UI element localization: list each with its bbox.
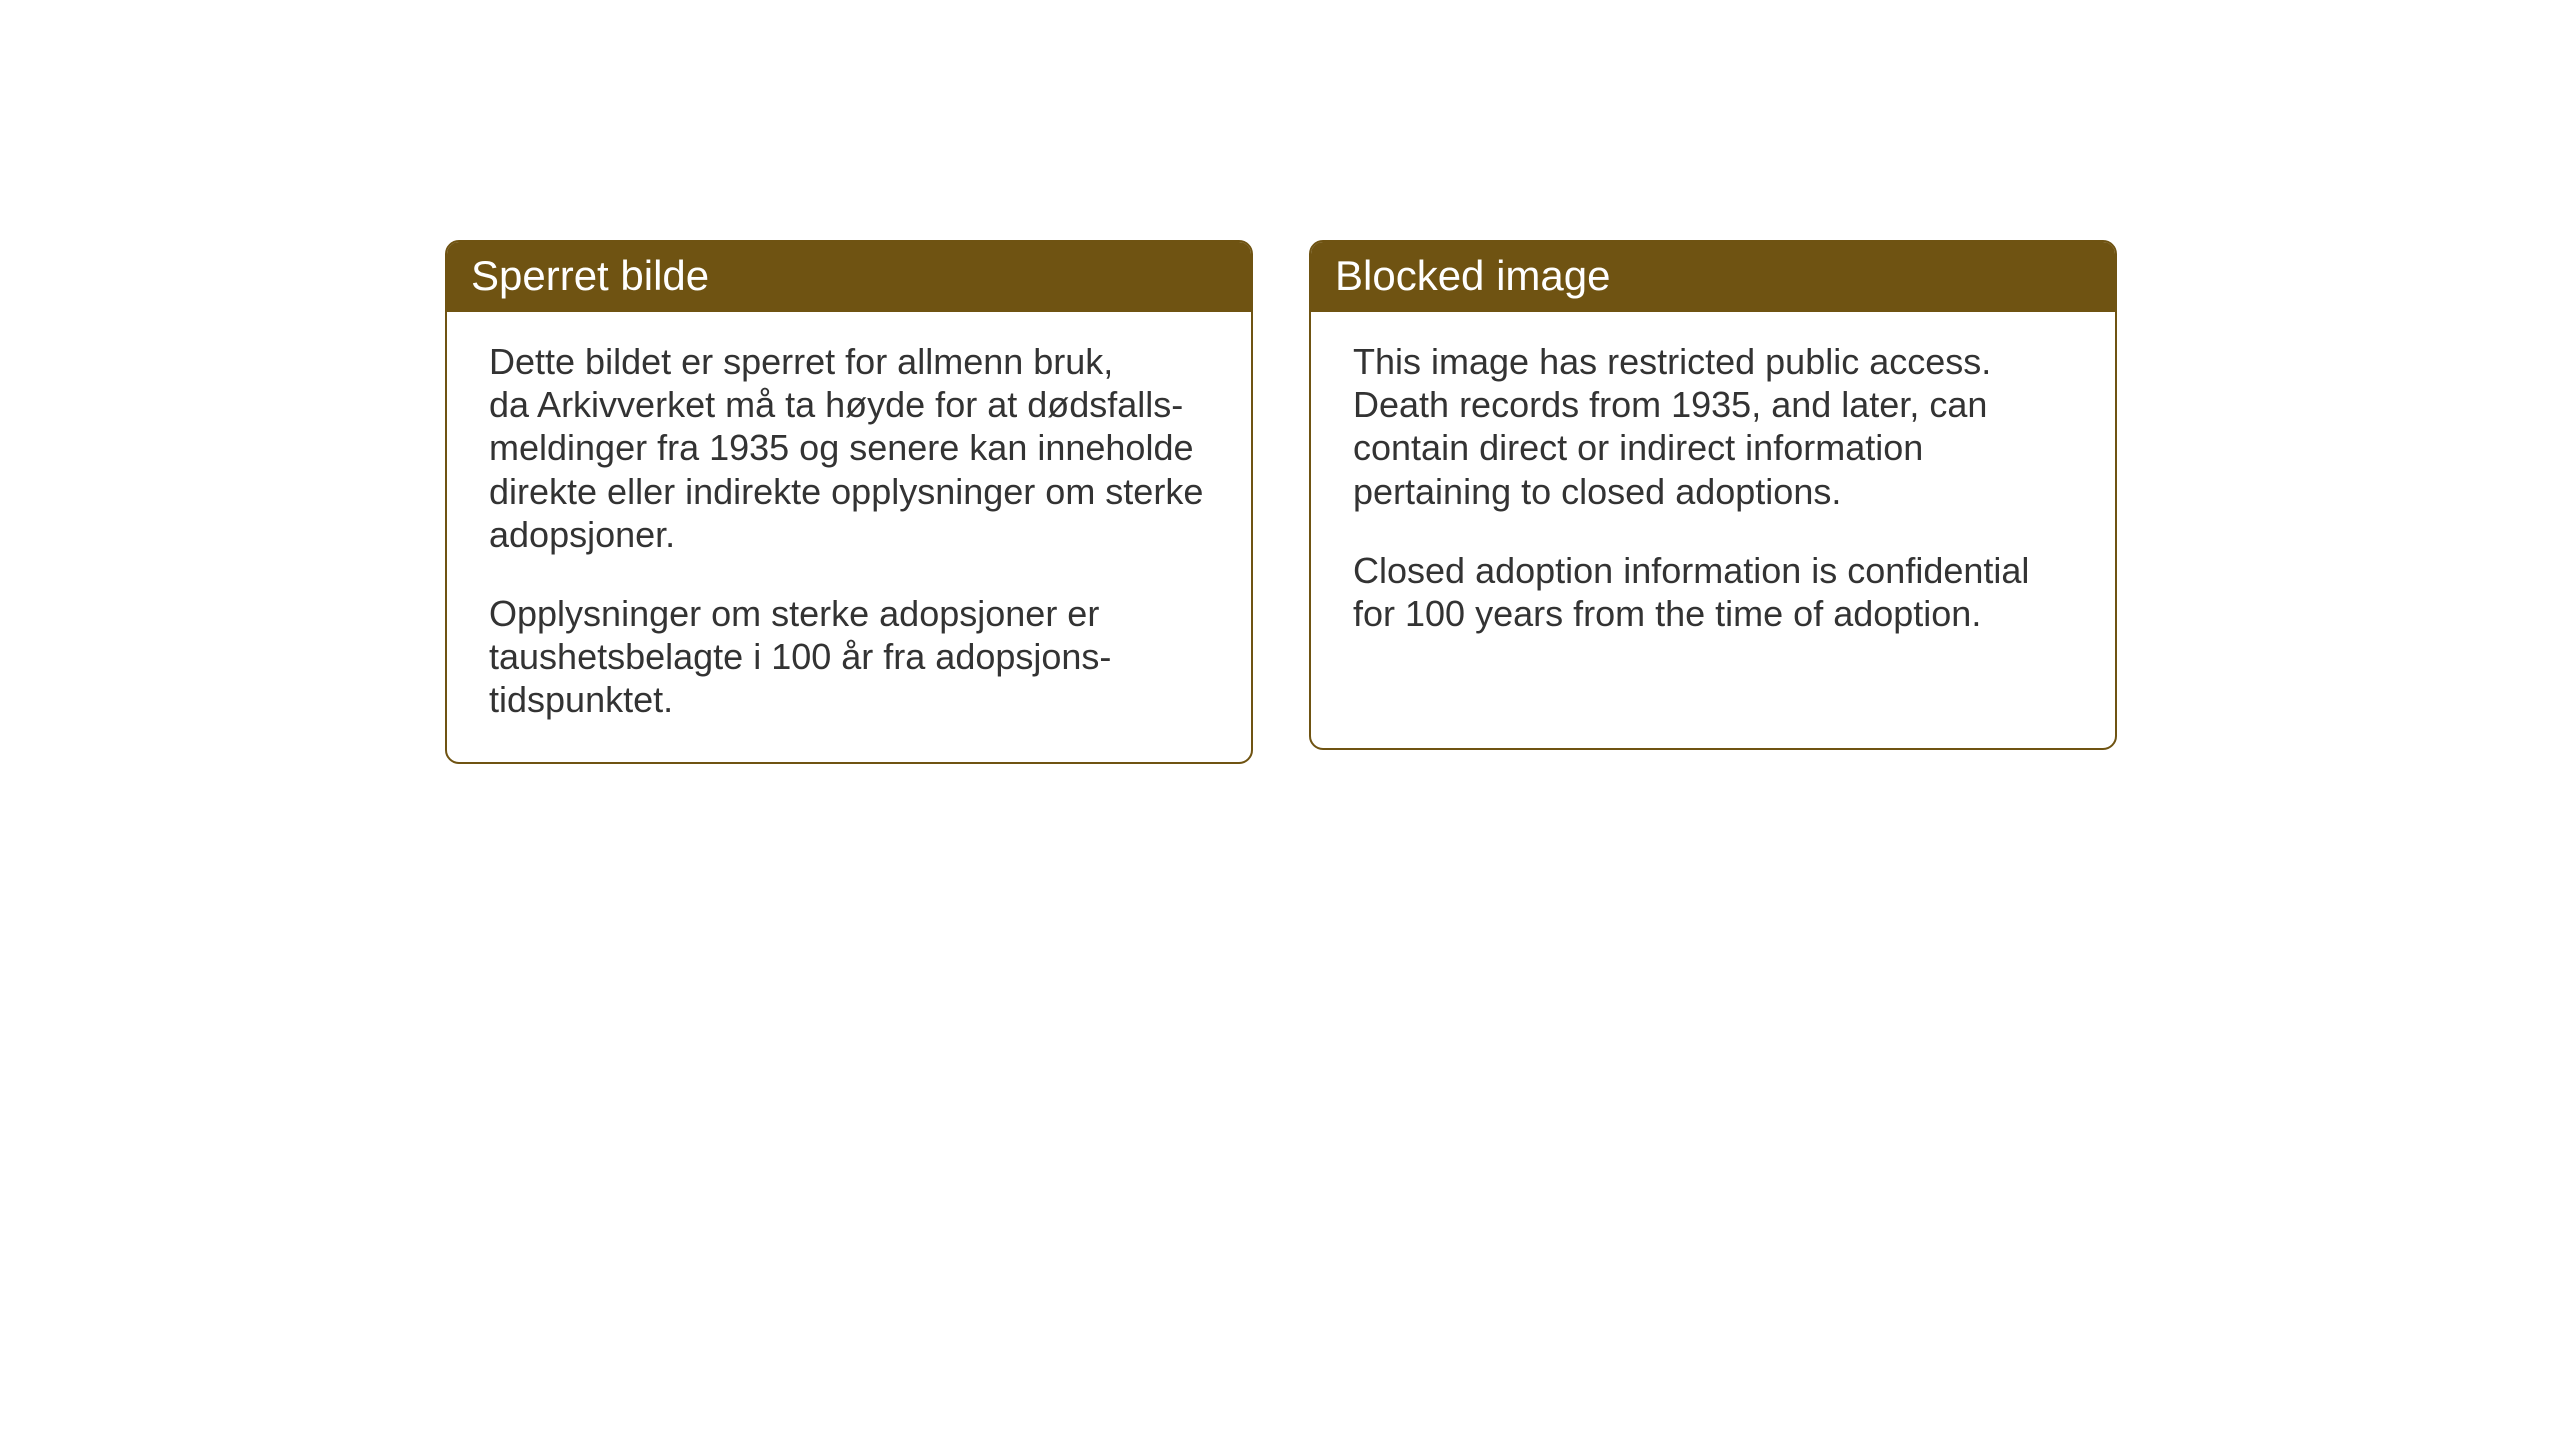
- card-header-english: Blocked image: [1311, 242, 2115, 312]
- card-paragraph-1-norwegian: Dette bildet er sperret for allmenn bruk…: [489, 340, 1209, 556]
- card-paragraph-1-english: This image has restricted public access.…: [1353, 340, 2073, 513]
- card-title-norwegian: Sperret bilde: [471, 252, 709, 299]
- card-body-english: This image has restricted public access.…: [1311, 312, 2115, 675]
- card-paragraph-2-english: Closed adoption information is confident…: [1353, 549, 2073, 635]
- notice-card-norwegian: Sperret bilde Dette bildet er sperret fo…: [445, 240, 1253, 764]
- card-title-english: Blocked image: [1335, 252, 1610, 299]
- notice-card-english: Blocked image This image has restricted …: [1309, 240, 2117, 750]
- notice-container: Sperret bilde Dette bildet er sperret fo…: [445, 240, 2117, 764]
- card-header-norwegian: Sperret bilde: [447, 242, 1251, 312]
- card-paragraph-2-norwegian: Opplysninger om sterke adopsjoner er tau…: [489, 592, 1209, 722]
- card-body-norwegian: Dette bildet er sperret for allmenn bruk…: [447, 312, 1251, 762]
